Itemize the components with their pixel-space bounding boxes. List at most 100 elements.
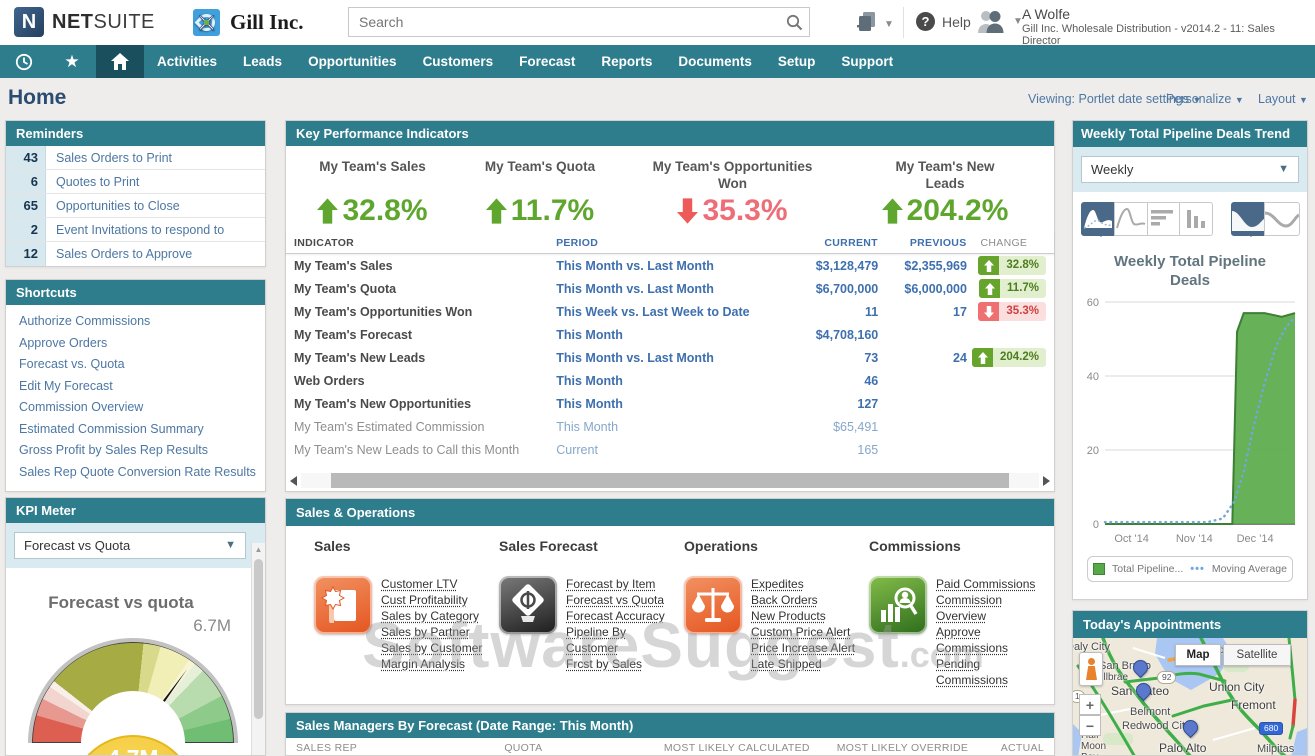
- reminder-link[interactable]: Opportunities to Close: [56, 199, 180, 213]
- nav-item-opportunities[interactable]: Opportunities: [308, 54, 397, 69]
- forecast-dollar-icon[interactable]: [499, 576, 557, 634]
- nav-item-setup[interactable]: Setup: [777, 54, 816, 69]
- zoom-out-button[interactable]: −: [1079, 715, 1101, 736]
- kpi-summary-cell[interactable]: My Team's Opportunities Won 35.3%: [625, 158, 840, 228]
- nav-item-documents[interactable]: Documents: [678, 54, 752, 69]
- search-input[interactable]: [349, 14, 779, 30]
- shortcut-link[interactable]: Sales Rep Quote Conversion Rate Results: [19, 464, 256, 479]
- kpi-indicator-link[interactable]: My Team's New Opportunities: [294, 396, 472, 411]
- so-link[interactable]: Sales by Partner: [381, 625, 470, 639]
- shortcut-link[interactable]: Approve Orders: [19, 335, 108, 350]
- reminder-row[interactable]: 2 Event Invitations to respond to: [6, 218, 265, 242]
- nav-item-activities[interactable]: Activities: [157, 54, 218, 69]
- change-badge[interactable]: 11.7%: [979, 279, 1047, 298]
- scrollbar-track[interactable]: [301, 473, 1039, 488]
- kpi-period-link[interactable]: This Month vs. Last Month: [556, 350, 714, 365]
- recent-records-icon[interactable]: [0, 45, 48, 78]
- area-chart-button[interactable]: [1081, 202, 1115, 237]
- kpi-current-value[interactable]: 73: [864, 350, 879, 365]
- layout-menu[interactable]: Layout ▼: [1258, 92, 1308, 106]
- scroll-left-arrow-icon[interactable]: [290, 475, 297, 486]
- scroll-right-arrow-icon[interactable]: [1043, 475, 1050, 486]
- kpi-indicator-link[interactable]: My Team's New Leads: [294, 350, 426, 365]
- so-link[interactable]: Cust Profitability: [381, 593, 468, 607]
- kpi-period-link[interactable]: This Month: [556, 396, 623, 411]
- kpi-period-link[interactable]: This Month vs. Last Month: [556, 281, 714, 296]
- person-chart-icon[interactable]: [869, 576, 927, 634]
- kpi-period-link[interactable]: This Week vs. Last Week to Date: [556, 304, 750, 319]
- so-link[interactable]: Pending Commissions: [936, 657, 1009, 687]
- kpi-indicator-link[interactable]: My Team's Quota: [294, 281, 397, 296]
- reminder-link[interactable]: Event Invitations to respond to: [56, 223, 225, 237]
- reminder-link[interactable]: Sales Orders to Approve: [56, 247, 193, 261]
- kpi-previous-value[interactable]: $6,000,000: [904, 281, 967, 296]
- so-link[interactable]: Sales by Category: [381, 609, 480, 623]
- so-link[interactable]: Approve Commissions: [936, 625, 1009, 655]
- scales-icon[interactable]: [684, 576, 742, 634]
- hbar-chart-button[interactable]: [1146, 202, 1181, 236]
- kpi-current-value[interactable]: $6,700,000: [815, 281, 879, 296]
- trend-off-button[interactable]: [1264, 202, 1301, 236]
- create-new-icon[interactable]: [856, 12, 880, 33]
- reminder-link[interactable]: Sales Orders to Print: [56, 151, 173, 165]
- so-link[interactable]: Expedites: [751, 577, 804, 591]
- shortcut-link[interactable]: Commission Overview: [19, 400, 144, 414]
- reminder-row[interactable]: 43 Sales Orders to Print: [6, 146, 265, 170]
- so-link[interactable]: Customer LTV: [381, 577, 458, 591]
- so-link[interactable]: Late Shipped: [751, 657, 822, 671]
- shortcut-link[interactable]: Edit My Forecast: [19, 378, 113, 393]
- shortcut-link[interactable]: Estimated Commission Summary: [19, 421, 204, 436]
- help-button[interactable]: ? Help: [916, 12, 971, 31]
- horizontal-scrollbar[interactable]: [290, 472, 1050, 489]
- nav-item-leads[interactable]: Leads: [243, 54, 283, 69]
- reminder-row[interactable]: 6 Quotes to Print: [6, 170, 265, 194]
- kpi-summary-cell[interactable]: My Team's New Leads 204.2%: [840, 158, 1050, 228]
- kpi-current-value[interactable]: 127: [857, 396, 879, 411]
- kpi-indicator-link[interactable]: My Team's Estimated Commission: [294, 419, 485, 434]
- so-link[interactable]: Forecast vs Quota: [566, 593, 665, 607]
- shortcut-link[interactable]: Authorize Commissions: [19, 314, 151, 328]
- kpi-period-link[interactable]: This Month: [556, 373, 623, 388]
- map-view-button[interactable]: Map: [1175, 644, 1221, 666]
- create-new-caret-icon[interactable]: ▼: [884, 19, 894, 30]
- kpi-summary-cell[interactable]: My Team's Quota 11.7%: [455, 158, 625, 228]
- home-tab-icon[interactable]: [96, 45, 144, 78]
- sales-document-icon[interactable]: [314, 576, 372, 634]
- vertical-scrollbar[interactable]: ▲: [251, 543, 265, 755]
- trend-on-button[interactable]: [1231, 202, 1266, 237]
- kpi-meter-select[interactable]: Forecast vs Quota ▼: [14, 532, 246, 559]
- kpi-period-link[interactable]: This Month: [556, 419, 619, 434]
- kpi-period-link[interactable]: This Month vs. Last Month: [556, 258, 714, 273]
- nav-item-reports[interactable]: Reports: [601, 54, 653, 69]
- kpi-current-value[interactable]: $3,128,479: [815, 258, 879, 273]
- nav-item-customers[interactable]: Customers: [422, 54, 494, 69]
- so-link[interactable]: Paid Commissions: [936, 577, 1036, 591]
- so-link[interactable]: Forecast Accuracy: [566, 609, 665, 623]
- reminder-row[interactable]: 65 Opportunities to Close: [6, 194, 265, 218]
- shortcut-link[interactable]: Gross Profit by Sales Rep Results: [19, 443, 208, 457]
- zoom-in-button[interactable]: +: [1079, 694, 1101, 715]
- reminder-row[interactable]: 12 Sales Orders to Approve: [6, 242, 265, 266]
- shortcut-link[interactable]: Forecast vs. Quota: [19, 357, 125, 371]
- kpi-indicator-link[interactable]: My Team's New Leads to Call this Month: [294, 442, 520, 457]
- netsuite-logo-icon[interactable]: N: [14, 7, 44, 37]
- so-link[interactable]: Frcst by Sales: [566, 657, 643, 671]
- search-icon[interactable]: [779, 14, 809, 31]
- nav-item-support[interactable]: Support: [841, 54, 894, 69]
- so-link[interactable]: Forecast by Item: [566, 577, 656, 591]
- pipeline-period-select[interactable]: Weekly ▼: [1081, 156, 1299, 183]
- kpi-previous-value[interactable]: 17: [953, 304, 967, 319]
- kpi-current-value[interactable]: 46: [864, 373, 879, 388]
- change-badge[interactable]: 35.3%: [978, 302, 1047, 321]
- scrollbar-thumb[interactable]: [330, 473, 1010, 488]
- kpi-indicator-link[interactable]: Web Orders: [294, 373, 365, 388]
- change-badge[interactable]: 204.2%: [972, 348, 1047, 367]
- kpi-period-link[interactable]: Current: [556, 442, 598, 457]
- line-chart-button[interactable]: [1113, 202, 1148, 236]
- reminder-link[interactable]: Quotes to Print: [56, 175, 140, 189]
- so-link[interactable]: New Products: [751, 609, 826, 623]
- personalize-menu[interactable]: Personalize ▼: [1166, 92, 1244, 106]
- scrollbar-thumb[interactable]: [254, 559, 263, 719]
- kpi-current-value[interactable]: $4,708,160: [815, 327, 879, 342]
- kpi-current-value[interactable]: 11: [865, 304, 879, 319]
